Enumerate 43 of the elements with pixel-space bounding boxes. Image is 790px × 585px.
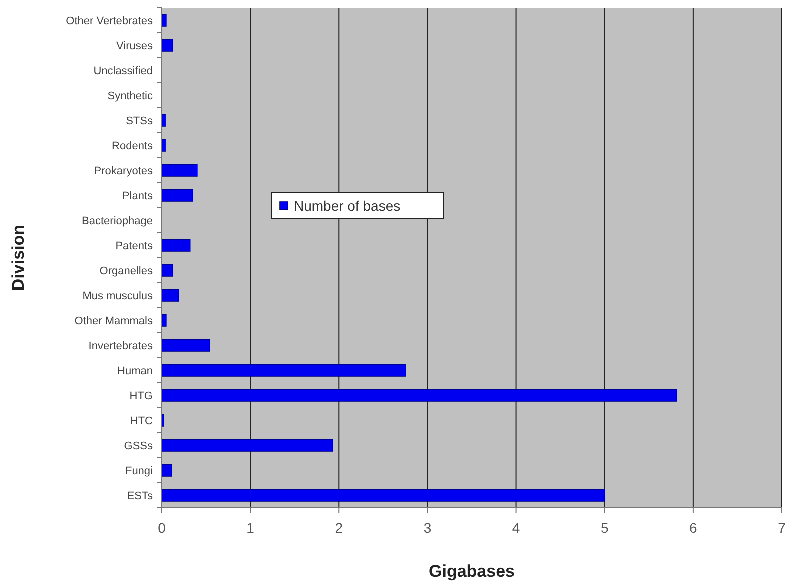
y-tick-label: Rodents [112,140,154,152]
y-tick-label: Unclassified [94,65,153,78]
y-tick-label: Prokaryotes [94,165,154,178]
y-tick-label: ESTs [127,490,154,502]
x-tick-label: 4 [512,520,520,536]
bar [162,189,194,202]
x-tick-label: 3 [424,520,432,536]
x-tick-label: 6 [690,520,698,536]
y-tick-label: GSSs [124,440,154,452]
bar [162,164,198,177]
y-tick-label: Plants [122,190,154,202]
y-tick-label: Organelles [100,265,154,278]
y-tick-label: Viruses [116,40,154,52]
y-tick-label: HTC [130,415,154,428]
y-tick-label: Fungi [125,465,153,478]
bar [162,439,334,452]
y-axis-title: Division [9,224,28,292]
x-axis-title: Gigabases [429,562,515,581]
bar [162,289,180,302]
x-tick-label: 2 [335,520,344,536]
x-tick-label: 1 [246,520,255,536]
y-tick-label: Invertebrates [88,340,154,352]
y-tick-label: Patents [116,240,154,252]
x-tick-label: 0 [158,520,166,536]
bar [162,364,406,377]
y-tick-label: Bacteriophage [82,215,153,228]
y-tick-label: Mus musculus [82,290,154,302]
x-tick-label: 5 [600,520,609,536]
y-tick-label: STSs [126,115,154,128]
bar [162,264,174,277]
legend-label: Number of bases [294,198,401,214]
bar [162,39,174,52]
x-tick-label: 7 [778,520,786,536]
bar [162,339,210,352]
y-tick-label: Synthetic [108,90,154,102]
y-tick-label: Other Vertebrates [66,15,154,28]
bar [162,239,191,252]
bar [162,489,606,502]
y-tick-label: Other Mammals [74,315,154,328]
y-tick-label: Human [118,365,153,378]
bar [162,464,172,477]
y-tick-label: HTG [130,390,153,402]
bar [162,389,677,402]
